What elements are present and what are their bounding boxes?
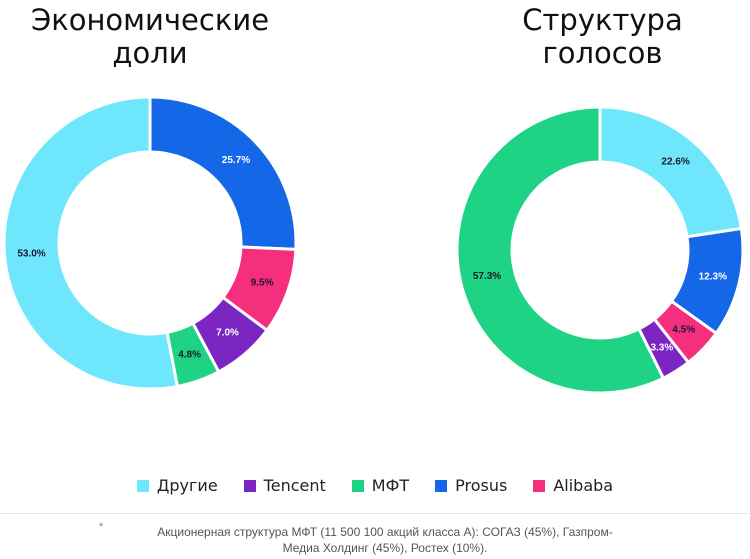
votes-data-label: 22.6% (661, 157, 689, 168)
votes-data-label: 12.3% (699, 272, 727, 283)
chart-title-economic-shares: Экономические доли (0, 4, 300, 70)
chart-title-vote-structure: Структура голосов (455, 4, 750, 70)
economic-data-label: 4.8% (178, 350, 201, 361)
footnote-text: Акционерная структура МФТ (11 500 100 ак… (157, 525, 613, 555)
title-line: Экономические (30, 3, 270, 37)
votes-slice-мфт (455, 105, 665, 395)
economic-data-label: 9.5% (251, 277, 274, 288)
footer-divider (0, 513, 750, 514)
donut-chart-economic-shares: 25.7% 9.5% 7.0% 4.8% 53.0% (2, 95, 298, 391)
legend-swatch (435, 479, 448, 492)
title-line: доли (112, 36, 188, 70)
legend-label: МФТ (371, 476, 410, 495)
legend-swatch (533, 479, 546, 492)
legend-label: Tencent (263, 476, 326, 495)
economic-data-label: 7.0% (216, 328, 239, 339)
votes-data-label: 3.3% (650, 343, 673, 354)
economic-slice-prosus (148, 95, 298, 251)
legend-item-alibaba: Alibaba (533, 476, 613, 495)
title-line: Структура (522, 3, 683, 37)
legend-item-tencent: Tencent (243, 476, 326, 495)
economic-slice-другие (2, 95, 179, 391)
legend-swatch (243, 479, 256, 492)
footnote-marker: * (99, 521, 104, 533)
legend-label: Другие (156, 476, 218, 495)
legend-item-prosus: Prosus (435, 476, 507, 495)
chart-legend: Другие Tencent МФТ Prosus Alibaba (0, 476, 750, 495)
legend-label: Alibaba (553, 476, 614, 495)
donut-chart-vote-structure: 22.6% 12.3% 4.5% 3.3% 57.3% (455, 105, 745, 395)
legend-swatch (136, 479, 149, 492)
title-line: голосов (542, 36, 663, 70)
legend-swatch (351, 479, 364, 492)
legend-item-mft: МФТ (351, 476, 410, 495)
votes-data-label: 57.3% (473, 271, 501, 282)
legend-label: Prosus (455, 476, 508, 495)
legend-item-other: Другие (136, 476, 218, 495)
votes-data-label: 4.5% (672, 325, 695, 336)
economic-data-label: 53.0% (17, 249, 45, 260)
economic-data-label: 25.7% (222, 155, 250, 166)
votes-slice-другие (598, 105, 743, 239)
